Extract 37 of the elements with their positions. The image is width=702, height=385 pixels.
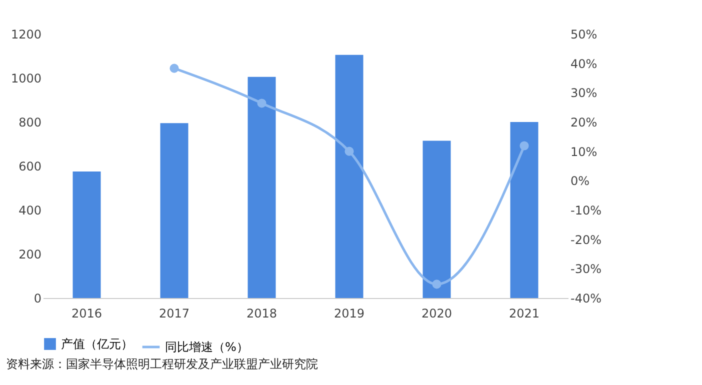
y-tick-label: 0: [34, 292, 42, 306]
bar: [510, 122, 538, 298]
y-tick-label: 200: [18, 248, 42, 262]
legend-label: 产值（亿元）: [61, 337, 133, 351]
point: [344, 146, 354, 156]
legend-label: 同比增速（%）: [165, 340, 248, 354]
point: [432, 280, 442, 289]
y2-tick-label: -20%: [570, 232, 602, 247]
y-tick-label: 1200: [10, 28, 42, 42]
bar: [72, 172, 101, 298]
y-tick-label: 1000: [10, 72, 42, 86]
x-tick-label: 2020: [421, 306, 452, 320]
point: [170, 64, 179, 73]
y-tick-label: 400: [18, 204, 42, 218]
x-tick-label: 2021: [508, 306, 540, 320]
text: 资料来源：国家半导体照明工程研发及产业联盟产业研究院: [6, 356, 318, 373]
bar: [422, 140, 451, 298]
y2-tick-label: -40%: [570, 292, 602, 306]
bar: [248, 76, 276, 298]
y2-tick-label: 10%: [570, 144, 598, 159]
x-tick-label: 2016: [71, 306, 102, 320]
bar: [335, 54, 364, 298]
y2-tick-label: 0%: [570, 174, 590, 188]
y2-tick-label: 40%: [570, 56, 598, 71]
y2-tick-label: 30%: [570, 86, 598, 100]
y2-tick-label: -10%: [570, 204, 602, 218]
y2-tick-label: 20%: [570, 116, 598, 130]
x-tick-label: 2018: [246, 306, 278, 320]
bar: [160, 123, 188, 298]
y-tick-label: 600: [18, 160, 42, 174]
x-tick-label: 2019: [334, 306, 365, 320]
y-tick-label: 800: [18, 116, 42, 130]
x-tick-label: 2017: [158, 306, 190, 320]
y2-tick-label: -30%: [570, 262, 602, 276]
point: [520, 141, 529, 150]
point: [257, 98, 266, 108]
y2-tick-label: 50%: [570, 28, 598, 42]
